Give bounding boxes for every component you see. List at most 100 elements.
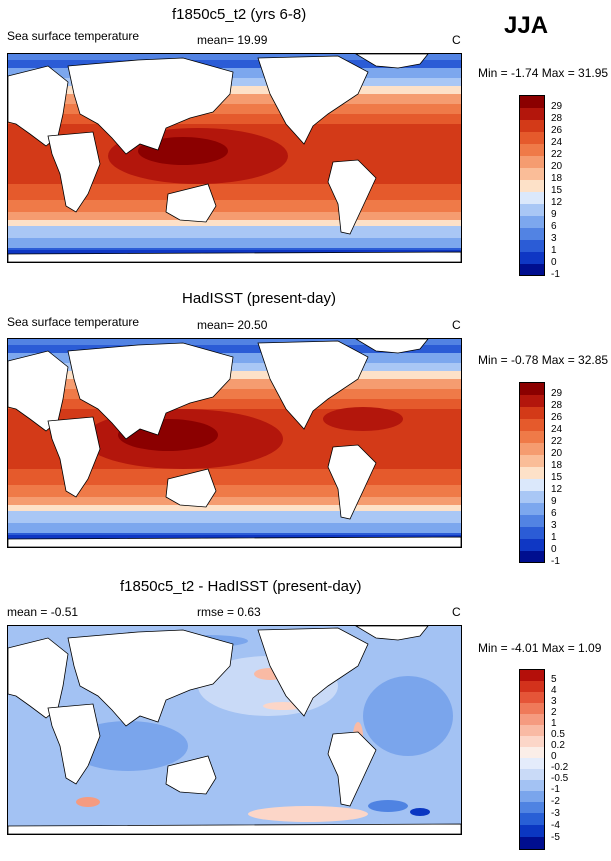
panel-2-swatch-13	[520, 539, 544, 551]
panel-2-cb-label: 28	[551, 400, 563, 411]
panel-1-cb-label: 22	[551, 149, 563, 160]
panel-3-swatch-10	[520, 780, 544, 791]
panel-1-cb-label: 24	[551, 137, 563, 148]
panel-3-swatch-13	[520, 813, 544, 825]
panel-2-map	[7, 338, 462, 548]
panel-3-cb-label: -5	[551, 832, 560, 843]
panel-2-swatch-11	[520, 515, 544, 527]
panel-3-minmax: Min = -4.01 Max = 1.09	[478, 641, 602, 655]
panel-2-cb-label: 6	[551, 508, 557, 519]
panel-3-title: f1850c5_t2 - HadISST (present-day)	[120, 578, 362, 595]
panel-1-swatch-6	[520, 168, 544, 180]
panel-3-left-label: mean = -0.51	[7, 605, 79, 619]
panel-1-units: C	[452, 33, 461, 47]
panel-1-left-label: Sea surface temperature	[7, 29, 140, 43]
panel-3-cb-label: -2	[551, 796, 560, 807]
panel-3-cb-label: 0	[551, 751, 557, 762]
panel-2-cb-label: 12	[551, 484, 563, 495]
panel-2-swatch-4	[520, 431, 544, 443]
panel-2-swatch-3	[520, 419, 544, 431]
panel-3-cb-label: 3	[551, 696, 557, 707]
panel-1-cb-label: 29	[551, 101, 563, 112]
panel-1-swatch-4	[520, 144, 544, 156]
panel-2-swatch-10	[520, 503, 544, 515]
panel-3-units: C	[452, 605, 461, 619]
panel-2-swatch-6	[520, 455, 544, 467]
panel-3-cb-label: -1	[551, 784, 560, 795]
panel-3-cb-label: 5	[551, 674, 557, 685]
panel-1-cb-label: 20	[551, 161, 563, 172]
continents	[8, 339, 461, 547]
season-label: JJA	[504, 12, 549, 39]
panel-2-cb-label: 29	[551, 388, 563, 399]
panel-2-swatch-12	[520, 527, 544, 539]
panel-3-swatch-12	[520, 802, 544, 813]
panel-1-map	[7, 53, 462, 263]
panel-3-map	[7, 625, 462, 835]
panel-2-cb-label: 9	[551, 496, 557, 507]
panel-1-swatch-5	[520, 156, 544, 168]
panel-1-center-label: mean= 19.99	[197, 33, 268, 47]
panel-2-swatch-9	[520, 491, 544, 503]
panel-3-swatch-14	[520, 825, 544, 837]
panel-1-swatch-11	[520, 228, 544, 240]
panel-2-left-label: Sea surface temperature	[7, 315, 140, 329]
panel-3-cb-label: -0.5	[551, 773, 569, 784]
panel-3-cb-label: 1	[551, 718, 557, 729]
panel-1-swatch-2	[520, 120, 544, 132]
panel-2-swatch-0	[520, 383, 544, 395]
panel-1-swatch-9	[520, 204, 544, 216]
panel-1-swatch-10	[520, 216, 544, 228]
panel-2-cb-label: 26	[551, 412, 563, 423]
panel-2-minmax: Min = -0.78 Max = 32.85	[478, 353, 609, 367]
panel-1-cb-label: 15	[551, 185, 563, 196]
panel-1-cb-label: 18	[551, 173, 563, 184]
panel-3-cb-label: -3	[551, 808, 560, 819]
panel-3-cb-label: -4	[551, 820, 560, 831]
panel-1-swatch-14	[520, 264, 544, 275]
panel-3-swatch-4	[520, 714, 544, 725]
panel-2-cb-label: 24	[551, 424, 563, 435]
panel-2-center-label: mean= 20.50	[197, 318, 268, 332]
panel-2-cb-label: 1	[551, 532, 557, 543]
panel-2-cb-label: 15	[551, 472, 563, 483]
panel-1-cb-label: 3	[551, 233, 557, 244]
panel-3-swatch-15	[520, 837, 544, 849]
panel-2-cb-label: -1	[551, 556, 560, 567]
panel-1-cb-label: -1	[551, 269, 560, 280]
panel-3-cb-label: 0.5	[551, 729, 565, 740]
continents	[8, 626, 461, 834]
panel-1-cb-label: 1	[551, 245, 557, 256]
panel-1-cb-label: 12	[551, 197, 563, 208]
panel-3-colorbar	[519, 669, 545, 850]
panel-3-swatch-1	[520, 681, 544, 692]
panel-2-cb-label: 20	[551, 448, 563, 459]
panel-2-units: C	[452, 318, 461, 332]
panel-2-swatch-1	[520, 395, 544, 407]
panel-1-cb-label: 9	[551, 209, 557, 220]
panel-2-swatch-14	[520, 551, 544, 562]
panel-1-swatch-3	[520, 132, 544, 144]
panel-3-swatch-0	[520, 670, 544, 681]
panel-1-colorbar	[519, 95, 545, 276]
panel-3-swatch-2	[520, 692, 544, 703]
panel-2-cb-label: 18	[551, 460, 563, 471]
panel-2-cb-label: 0	[551, 544, 557, 555]
panel-3-swatch-6	[520, 736, 544, 747]
panel-2-colorbar	[519, 382, 545, 563]
panel-2-title: HadISST (present-day)	[182, 290, 336, 307]
panel-3-cb-label: 0.2	[551, 740, 565, 751]
panel-1-title: f1850c5_t2 (yrs 6-8)	[172, 6, 307, 23]
panel-2-swatch-8	[520, 479, 544, 491]
panel-1-cb-label: 0	[551, 257, 557, 268]
panel-3-swatch-7	[520, 747, 544, 758]
panel-3-swatch-3	[520, 703, 544, 714]
panel-2-cb-label: 22	[551, 436, 563, 447]
panel-1-swatch-12	[520, 240, 544, 252]
panel-2-swatch-7	[520, 467, 544, 479]
panel-2-swatch-2	[520, 407, 544, 419]
panel-2-cb-label: 3	[551, 520, 557, 531]
panel-1-swatch-13	[520, 252, 544, 264]
panel-3-swatch-9	[520, 769, 544, 780]
panel-1-cb-label: 28	[551, 113, 563, 124]
